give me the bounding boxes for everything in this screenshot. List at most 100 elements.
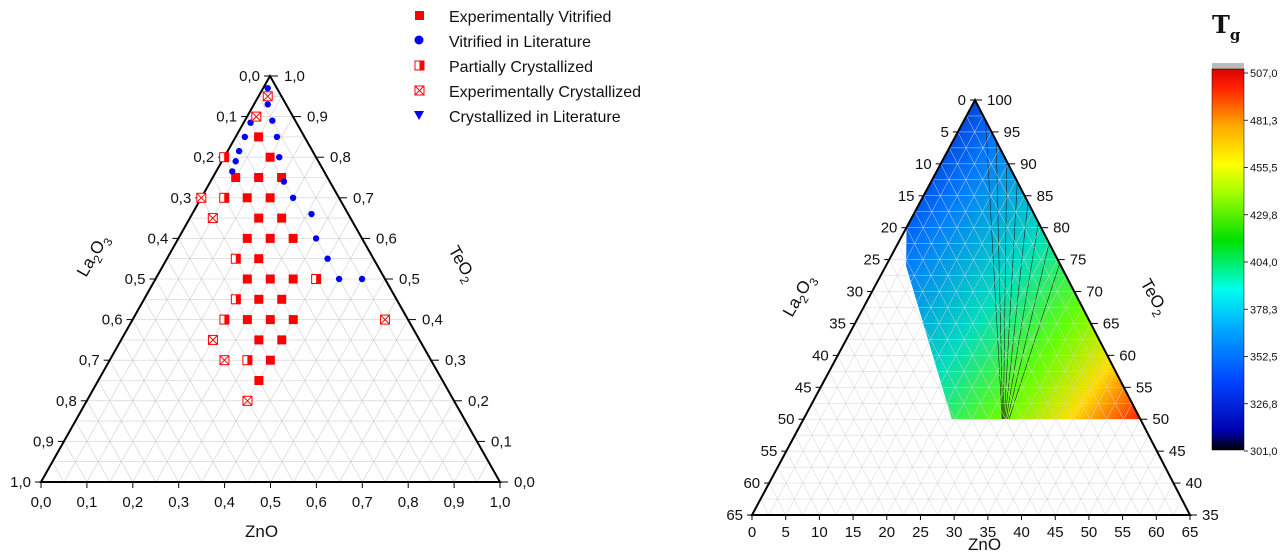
point-experimentally-vitrified (254, 173, 263, 182)
point-experimentally-vitrified (289, 234, 298, 243)
point-vitrified-in-literature (229, 168, 235, 174)
grid-line (259, 96, 478, 482)
grid-line (1106, 435, 1149, 515)
point-experimentally-vitrified (289, 275, 298, 284)
point-vitrified-in-literature (236, 148, 242, 154)
point-partially-crystallized-fill (247, 356, 252, 365)
point-partially-crystallized-fill (224, 315, 229, 324)
colorbar-tick-label: 352,5 (1250, 352, 1278, 364)
tick-label-teo2: 0,1 (491, 433, 512, 450)
tick-label-zno: 0,0 (31, 494, 52, 511)
grid-line (385, 381, 442, 483)
point-experimentally-vitrified (266, 234, 275, 243)
tick-label-la2o3: 50 (778, 411, 795, 428)
tick-label-la2o3: 0,9 (33, 433, 54, 450)
tick-label-la2o3: 1,0 (10, 474, 31, 491)
tick-label-la2o3: 0 (958, 92, 966, 109)
point-vitrified-in-literature (274, 134, 280, 140)
grid-line (761, 499, 769, 515)
point-vitrified-in-literature (308, 211, 314, 217)
legend-item-vitrified-in-literature: Vitrified in Literature (415, 34, 592, 51)
tick-label-teo2: 0,7 (353, 190, 374, 207)
tick-label-zno: 0,3 (168, 494, 189, 511)
point-vitrified-in-literature (265, 85, 271, 91)
point-experimentally-vitrified (254, 254, 263, 263)
colorbar-tick-label: 429,8 (1250, 210, 1278, 222)
grid-line (339, 340, 419, 482)
grid-line (121, 340, 201, 482)
point-vitrified-in-literature (336, 276, 342, 282)
right-axis-label-la2o3: La2O3 (779, 271, 822, 322)
left-axis-label-la2o3: La2O3 (73, 231, 116, 282)
point-experimentally-vitrified (289, 315, 298, 324)
grid-line (144, 299, 248, 482)
point-experimentally-vitrified (254, 376, 263, 385)
left-axis-label-zno: ZnO (245, 522, 278, 541)
colorbar-title: Tg (1212, 10, 1241, 44)
point-experimentally-vitrified (254, 295, 263, 304)
grid-line (213, 178, 386, 483)
tick-label-la2o3: 40 (812, 347, 829, 364)
tick-label-zno: 0 (748, 524, 756, 541)
tick-label-la2o3: 35 (829, 315, 846, 332)
tick-label-zno: 0,8 (398, 494, 419, 511)
tick-label-zno: 25 (912, 524, 929, 541)
tick-label-la2o3: 30 (846, 284, 863, 301)
point-experimentally-vitrified (277, 214, 286, 223)
point-experimentally-vitrified (277, 295, 286, 304)
left-axis-label-teo2: TeO2 (441, 243, 480, 288)
point-vitrified-in-literature (290, 195, 296, 201)
point-vitrified-in-literature (276, 154, 282, 160)
grid-line (98, 381, 156, 483)
point-vitrified-in-literature (359, 276, 365, 282)
legend-label: Experimentally Crystallized (449, 84, 641, 101)
tick-label-teo2: 1,0 (284, 68, 305, 85)
grid-line (190, 218, 340, 482)
point-experimentally-vitrified (266, 153, 275, 162)
tick-label-teo2: 0,6 (376, 230, 397, 247)
tick-label-zno: 5 (782, 524, 790, 541)
grid-line (1173, 499, 1182, 515)
tick-label-la2o3: 0,5 (125, 271, 146, 288)
tick-label-zno: 65 (1182, 524, 1199, 541)
tick-label-zno: 40 (1013, 524, 1030, 541)
tick-label-zno: 0,1 (76, 494, 97, 511)
r-teo2-main: TeO (1137, 276, 1169, 313)
tick-label-la2o3: 0,3 (170, 190, 191, 207)
point-vitrified-in-literature (313, 235, 319, 241)
tick-label-teo2: 50 (1152, 411, 1169, 428)
legend-item-partially-crystallized: Partially Crystallized (415, 59, 593, 76)
tick-label-zno: 0,9 (444, 494, 465, 511)
point-experimentally-vitrified (266, 193, 275, 202)
tick-label-teo2: 85 (1037, 188, 1054, 205)
tick-label-la2o3: 65 (726, 507, 743, 524)
tick-label-la2o3: 10 (915, 156, 932, 173)
tick-label-zno: 0,7 (352, 494, 373, 511)
tick-label-la2o3: 60 (743, 475, 760, 492)
tick-label-zno: 0,5 (260, 494, 281, 511)
grid-line (52, 462, 64, 482)
point-partially-crystallized-fill (316, 275, 321, 284)
colorbar-tick-label: 404,0 (1250, 257, 1278, 269)
point-vitrified-in-literature (232, 158, 238, 164)
point-experimentally-vitrified (277, 335, 286, 344)
colorbar-tick-label: 378,3 (1250, 304, 1278, 316)
tick-label-zno: 15 (845, 524, 862, 541)
legend-label: Partially Crystallized (449, 59, 593, 76)
grid-line (64, 96, 282, 482)
grid-line (293, 299, 396, 482)
tick-label-teo2: 45 (1169, 443, 1186, 460)
legend-marker-half-fill (420, 61, 425, 70)
tick-label-teo2: 0,4 (422, 312, 443, 329)
colorbar-tick-label: 326,8 (1250, 399, 1278, 411)
grid-line (477, 462, 488, 482)
point-vitrified-in-literature (281, 178, 287, 184)
grid-line (795, 435, 836, 515)
point-experimentally-vitrified (243, 234, 252, 243)
tick-label-zno: 45 (1047, 524, 1064, 541)
point-partially-crystallized-fill (236, 295, 241, 304)
legend-label: Experimentally Vitrified (449, 9, 611, 26)
tick-label-teo2: 0,0 (514, 474, 535, 491)
colorbar-ticks: 507,0 481,3 455,5 429,8 404,0 378,3 352,5 326,8… (1244, 68, 1278, 458)
